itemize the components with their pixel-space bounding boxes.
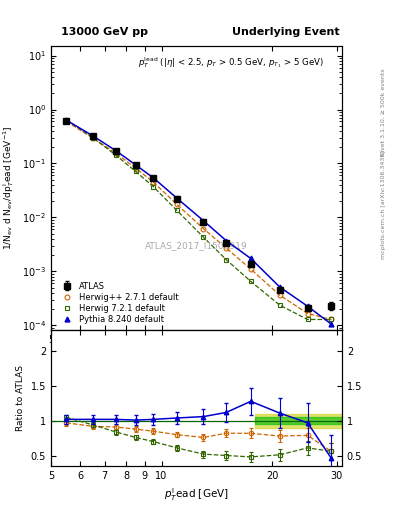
Pythia 8.240 default [277,284,282,290]
Y-axis label: 1/N$_{\rm ev}$ d N$_{\rm ev}$/dp$_T^{\rm l}$ead [GeV$^{-1}$]: 1/N$_{\rm ev}$ d N$_{\rm ev}$/dp$_T^{\rm… [2,126,17,250]
Herwig++ 2.7.1 default [248,266,253,272]
Pythia 8.240 default [224,238,229,244]
Pythia 8.240 default [90,133,95,139]
Herwig 7.2.1 default [201,234,206,240]
Herwig++ 2.7.1 default [277,292,282,298]
Herwig++ 2.7.1 default [133,165,138,171]
Herwig 7.2.1 default [277,302,282,308]
Text: ATLAS_2017_I1509919: ATLAS_2017_I1509919 [145,241,248,250]
Herwig++ 2.7.1 default [90,135,95,141]
Pythia 8.240 default [201,218,206,224]
Legend: ATLAS, Herwig++ 2.7.1 default, Herwig 7.2.1 default, Pythia 8.240 default: ATLAS, Herwig++ 2.7.1 default, Herwig 7.… [55,279,182,326]
X-axis label: $p_T^{\rm l}$ead [GeV]: $p_T^{\rm l}$ead [GeV] [164,486,229,503]
Line: Herwig++ 2.7.1 default: Herwig++ 2.7.1 default [64,119,334,322]
Pythia 8.240 default [151,175,156,181]
Pythia 8.240 default [305,303,310,309]
Herwig 7.2.1 default [174,207,179,214]
Herwig++ 2.7.1 default [113,150,118,156]
Line: Pythia 8.240 default: Pythia 8.240 default [64,118,334,327]
Herwig 7.2.1 default [113,152,118,158]
Text: Underlying Event: Underlying Event [232,27,340,37]
Herwig 7.2.1 default [329,316,334,323]
Herwig++ 2.7.1 default [174,201,179,207]
Text: $p_T^{\rm lead}$ ($|\eta|$ < 2.5, $p_T$ > 0.5 GeV, $p_{T_1}$ > 5 GeV): $p_T^{\rm lead}$ ($|\eta|$ < 2.5, $p_T$ … [138,55,324,70]
Herwig 7.2.1 default [90,135,95,141]
Herwig++ 2.7.1 default [201,225,206,231]
Pythia 8.240 default [133,162,138,168]
Herwig 7.2.1 default [133,168,138,175]
Herwig++ 2.7.1 default [151,179,156,185]
Text: mcplots.cern.ch [arXiv:1306.3436]: mcplots.cern.ch [arXiv:1306.3436] [381,151,386,259]
Herwig 7.2.1 default [64,117,69,123]
Pythia 8.240 default [64,117,69,123]
Herwig 7.2.1 default [224,257,229,263]
Text: Rivet 3.1.10, ≥ 500k events: Rivet 3.1.10, ≥ 500k events [381,69,386,157]
Herwig 7.2.1 default [151,184,156,190]
Y-axis label: Ratio to ATLAS: Ratio to ATLAS [16,365,25,431]
Pythia 8.240 default [329,321,334,327]
Text: 13000 GeV pp: 13000 GeV pp [61,27,148,37]
Herwig++ 2.7.1 default [224,245,229,251]
Herwig 7.2.1 default [305,316,310,323]
Pythia 8.240 default [113,147,118,154]
Herwig++ 2.7.1 default [329,316,334,323]
Pythia 8.240 default [174,195,179,201]
Herwig 7.2.1 default [248,279,253,285]
Line: Herwig 7.2.1 default: Herwig 7.2.1 default [64,117,334,322]
Pythia 8.240 default [248,255,253,262]
Herwig++ 2.7.1 default [64,118,69,124]
Herwig++ 2.7.1 default [305,310,310,316]
